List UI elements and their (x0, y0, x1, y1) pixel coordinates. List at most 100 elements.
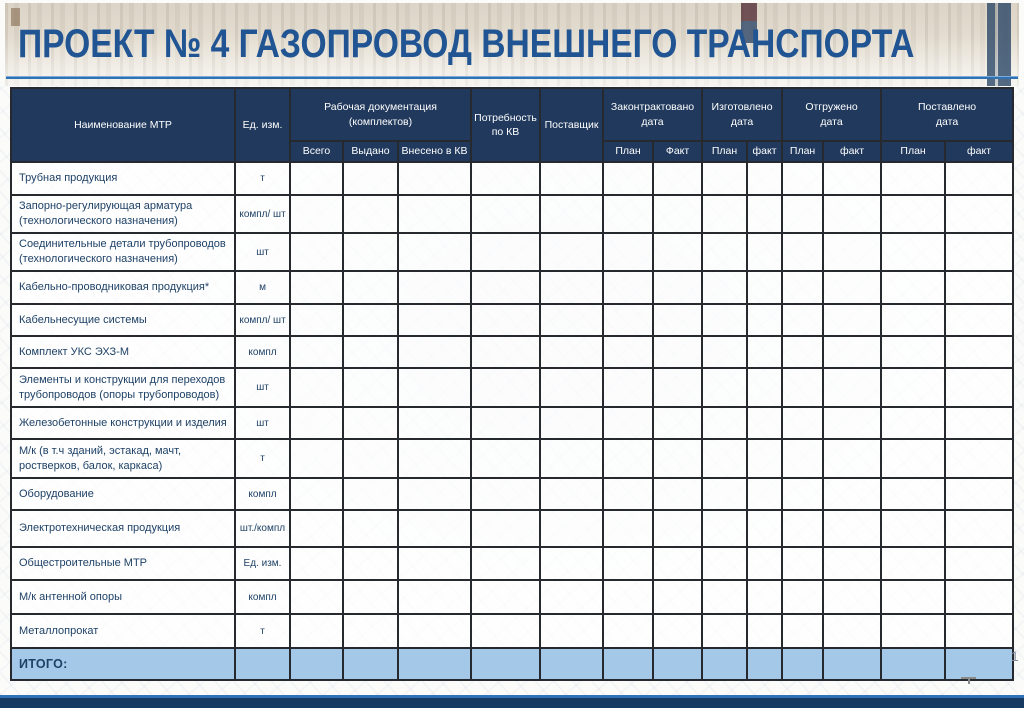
empty-cell (342, 232, 399, 272)
empty-cell (539, 406, 605, 440)
empty-cell (781, 270, 825, 305)
empty-cell (396, 477, 473, 511)
col-header-delivered-date: Поставлено дата (880, 87, 1015, 142)
empty-cell (539, 438, 605, 479)
empty-cell (701, 335, 749, 369)
empty-cell (470, 232, 542, 272)
empty-cell (781, 367, 825, 408)
total-empty-cell (342, 647, 399, 681)
row-label: Электротехническая продукция (10, 509, 236, 548)
empty-cell (470, 194, 542, 234)
row-unit: т (234, 161, 291, 196)
empty-cell (396, 161, 473, 196)
empty-cell (289, 303, 344, 337)
empty-cell (880, 509, 947, 548)
empty-cell (470, 579, 542, 615)
empty-cell (944, 406, 1015, 440)
total-empty-cell (701, 647, 749, 681)
row-label: М/к (в т.ч зданий, эстакад, мачт, ростве… (10, 438, 236, 479)
col-header-delivered-fact: факт (944, 140, 1015, 163)
empty-cell (289, 509, 344, 548)
empty-cell (822, 194, 883, 234)
empty-cell (539, 477, 605, 511)
empty-cell (289, 546, 344, 581)
empty-cell (652, 367, 704, 408)
footer-accent-line (0, 695, 1024, 698)
empty-cell (781, 232, 825, 272)
table-row: Соединительные детали трубопроводов (тех… (10, 232, 1015, 272)
empty-cell (289, 161, 344, 196)
empty-cell (602, 477, 655, 511)
table-resize-handle-bar (961, 677, 976, 679)
empty-cell (602, 303, 655, 337)
empty-cell (289, 406, 344, 440)
table-row: Общестроительные МТР Ед. изм. (10, 546, 1015, 581)
empty-cell (652, 613, 704, 649)
empty-cell (539, 270, 605, 305)
col-header-shipped-plan: План (781, 140, 825, 163)
row-unit: компл (234, 335, 291, 369)
empty-cell (746, 406, 784, 440)
total-empty-cell (602, 647, 655, 681)
empty-cell (342, 161, 399, 196)
table-row: Оборудование компл (10, 477, 1015, 511)
empty-cell (746, 579, 784, 615)
empty-cell (822, 303, 883, 337)
empty-cell (470, 303, 542, 337)
empty-cell (944, 509, 1015, 548)
empty-cell (342, 335, 399, 369)
col-header-manufactured-plan: План (701, 140, 749, 163)
empty-cell (944, 232, 1015, 272)
row-unit: т (234, 613, 291, 649)
table-row: Электротехническая продукция шт./компл (10, 509, 1015, 548)
empty-cell (822, 438, 883, 479)
empty-cell (602, 613, 655, 649)
empty-cell (746, 367, 784, 408)
col-header-unit: Ед. изм. (234, 87, 291, 163)
empty-cell (470, 509, 542, 548)
title-divider (6, 76, 1018, 79)
empty-cell (781, 161, 825, 196)
row-unit: шт (234, 232, 291, 272)
empty-cell (396, 303, 473, 337)
empty-cell (342, 406, 399, 440)
photo-tower-strip (741, 3, 757, 43)
empty-cell (342, 509, 399, 548)
empty-cell (781, 477, 825, 511)
empty-cell (944, 477, 1015, 511)
total-row: ИТОГО: (10, 647, 1015, 681)
empty-cell (781, 438, 825, 479)
table-row: Запорно-регулирующая арматура (технологи… (10, 194, 1015, 234)
empty-cell (470, 546, 542, 581)
empty-cell (822, 406, 883, 440)
empty-cell (652, 161, 704, 196)
empty-cell (781, 335, 825, 369)
empty-cell (701, 438, 749, 479)
empty-cell (701, 546, 749, 581)
row-label: Кабельно-проводниковая продукция* (10, 270, 236, 305)
empty-cell (602, 335, 655, 369)
empty-cell (652, 477, 704, 511)
table-resize-handle-stem (967, 679, 970, 684)
row-unit: шт./компл (234, 509, 291, 548)
empty-cell (652, 546, 704, 581)
empty-cell (470, 477, 542, 511)
empty-cell (396, 270, 473, 305)
empty-cell (701, 477, 749, 511)
empty-cell (342, 367, 399, 408)
empty-cell (781, 546, 825, 581)
empty-cell (652, 438, 704, 479)
empty-cell (602, 367, 655, 408)
empty-cell (342, 579, 399, 615)
row-unit: компл/ шт (234, 303, 291, 337)
total-label: ИТОГО: (10, 647, 236, 681)
empty-cell (822, 270, 883, 305)
empty-cell (944, 438, 1015, 479)
row-label: Оборудование (10, 477, 236, 511)
empty-cell (342, 546, 399, 581)
empty-cell (746, 546, 784, 581)
row-label: Общестроительные МТР (10, 546, 236, 581)
col-header-name: Наименование МТР (10, 87, 236, 163)
empty-cell (746, 270, 784, 305)
